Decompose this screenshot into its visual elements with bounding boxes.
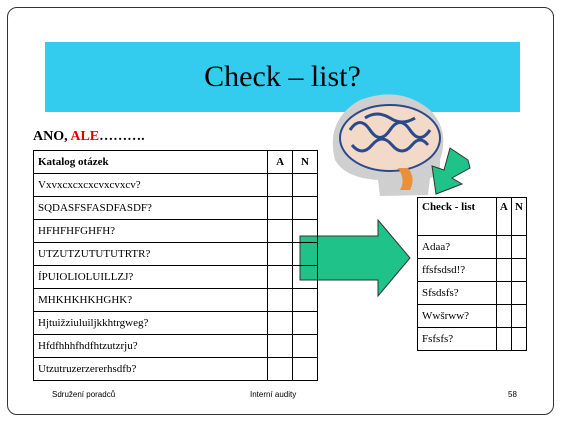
answer-a-cell	[267, 196, 294, 220]
slide-frame	[7, 7, 554, 415]
header-cell: N	[510, 197, 528, 236]
answer-a-cell	[267, 242, 294, 266]
intro-trail: ……….	[99, 129, 145, 144]
answer-n-cell	[292, 334, 318, 358]
row: ffsfsdsd!?	[417, 258, 528, 282]
header-cell: Check - list	[417, 197, 497, 236]
header-row: Check - list A N	[417, 197, 528, 236]
row: Sfsdsfs?	[417, 281, 528, 305]
answer-a-cell	[267, 173, 294, 197]
row: UTZUTZUTUTUTRTR?	[32, 242, 318, 266]
answer-n-cell	[292, 311, 318, 335]
question-cell: Wwšrww?	[417, 304, 497, 328]
answer-a-cell	[267, 288, 294, 312]
footer-left: Sdružení poradců	[52, 390, 116, 399]
title-box: Check – list?	[45, 42, 520, 112]
row: HFHFHFGHFH?	[32, 219, 318, 243]
header-cell: Katalog otázek	[32, 150, 269, 174]
answer-n-cell	[510, 327, 528, 351]
question-cell: Sfsdsfs?	[417, 281, 497, 305]
arrow-down	[431, 147, 471, 195]
answer-a-cell	[267, 311, 294, 335]
row: Wwšrww?	[417, 304, 528, 328]
answer-n-cell	[292, 242, 318, 266]
answer-a-cell	[495, 281, 512, 305]
row: ÍPUIOLIOLUILLZJ?	[32, 265, 318, 289]
row: MHKHKHKHGHK?	[32, 288, 318, 312]
question-cell: Hjtuižziuluiljkkhtrgweg?	[32, 311, 269, 335]
footer-page: 58	[508, 390, 517, 399]
footer-center: Interní audity	[250, 390, 297, 399]
row: Vxvxcxcxcxcvxcvxcv?	[32, 173, 318, 197]
answer-a-cell	[267, 265, 294, 289]
question-cell: MHKHKHKHGHK?	[32, 288, 269, 312]
answer-a-cell	[267, 334, 294, 358]
header-cell: A	[495, 197, 512, 236]
brain	[339, 104, 441, 172]
answer-n-cell	[292, 219, 318, 243]
header-cell: A	[267, 150, 294, 174]
answer-n-cell	[292, 196, 318, 220]
row: Utzutruzerzererhsdfb?	[32, 357, 318, 381]
row: Adaa?	[417, 235, 528, 259]
question-cell: UTZUTZUTUTUTRTR?	[32, 242, 269, 266]
row: SQDASFSFASDFASDF?	[32, 196, 318, 220]
question-cell: Fsfsfs?	[417, 327, 497, 351]
question-cell: Vxvxcxcxcxcvxcvxcv?	[32, 173, 269, 197]
answer-n-cell	[510, 235, 528, 259]
question-cell: Adaa?	[417, 235, 497, 259]
right-table: Check - list A N Adaa? ffsfsdsd!? Sfsdsfs? Wwš…	[417, 197, 528, 351]
answer-n-cell	[292, 265, 318, 289]
answer-n-cell	[292, 288, 318, 312]
answer-n-cell	[510, 281, 528, 305]
answer-a-cell	[495, 327, 512, 351]
question-cell: ÍPUIOLIOLUILLZJ?	[32, 265, 269, 289]
answer-a-cell	[267, 219, 294, 243]
question-cell: Hfdfhhhfhdfhtzutzrju?	[32, 334, 269, 358]
answer-n-cell	[510, 304, 528, 328]
left-table: Katalog otázek A N Vxvxcxcxcxcvxcvxcv? SQDAS…	[32, 150, 318, 381]
answer-a-cell	[495, 304, 512, 328]
row: Hfdfhhhfhdfhtzutzrju?	[32, 334, 318, 358]
question-cell: HFHFHFGHFH?	[32, 219, 269, 243]
row: Hjtuižziuluiljkkhtrgweg?	[32, 311, 318, 335]
answer-n-cell	[510, 258, 528, 282]
answer-a-cell	[495, 235, 512, 259]
title: Check – list?	[204, 60, 361, 93]
question-cell: Utzutruzerzererhsdfb?	[32, 357, 269, 381]
answer-n-cell	[292, 173, 318, 197]
header-cell: N	[292, 150, 318, 174]
question-cell: ffsfsdsd!?	[417, 258, 497, 282]
intro-lead: ANO,	[33, 129, 68, 144]
brain-folds	[348, 112, 432, 153]
header-row: Katalog otázek A N	[32, 150, 318, 174]
answer-a-cell	[267, 357, 294, 381]
row: Fsfsfs?	[417, 327, 528, 351]
intro: ANO, ALE……….	[33, 129, 145, 145]
answer-a-cell	[495, 258, 512, 282]
question-cell: SQDASFSFASDFASDF?	[32, 196, 269, 220]
answer-n-cell	[292, 357, 318, 381]
brainstem	[398, 168, 413, 190]
intro-highlight: ALE	[70, 129, 100, 144]
